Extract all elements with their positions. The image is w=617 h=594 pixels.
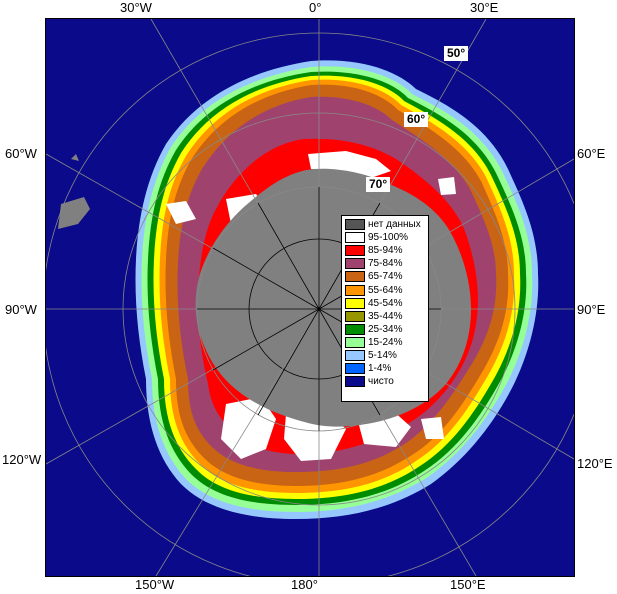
land-patagonia	[58, 197, 90, 229]
legend-item: 1-4%	[345, 362, 425, 375]
lon-label-60e: 60°E	[577, 146, 606, 161]
legend-label: 85-94%	[368, 245, 403, 257]
lon-label-120e: 120°E	[577, 456, 613, 471]
legend-item: 55-64%	[345, 283, 425, 296]
lon-label-90e: 90°E	[577, 302, 606, 317]
lon-label-150w: 150°W	[135, 577, 175, 592]
legend-item: нет данных	[345, 218, 425, 231]
legend-item: 65-74%	[345, 270, 425, 283]
ice-95-100-patch	[221, 397, 276, 459]
legend-item: чисто	[345, 375, 425, 388]
legend-swatch	[345, 376, 365, 388]
legend-item: 15-24%	[345, 336, 425, 349]
lon-label-30e: 30°E	[470, 0, 499, 15]
legend-swatch	[345, 232, 365, 244]
legend-swatch	[345, 297, 365, 309]
legend-label: 75-84%	[368, 258, 403, 270]
lon-label-30w: 30°W	[120, 0, 152, 15]
legend-label: 15-24%	[368, 336, 403, 348]
sea-ice-map: 50° 60° 70°	[45, 18, 575, 577]
legend-item: 95-100%	[345, 231, 425, 244]
lat-label-50: 50°	[444, 46, 469, 61]
land-fragment	[71, 154, 79, 161]
lon-label-150e: 150°E	[450, 577, 486, 592]
ice-95-100-patch	[308, 151, 391, 179]
legend-label: 65-74%	[368, 271, 403, 283]
sea-ice-map-canvas	[46, 19, 574, 576]
legend-label: 45-54%	[368, 297, 403, 309]
legend-label: 25-34%	[368, 323, 403, 335]
legend-item: 75-84%	[345, 257, 425, 270]
legend-label: чисто	[368, 376, 394, 388]
legend-swatch	[345, 349, 365, 361]
legend-label: 5-14%	[368, 349, 397, 361]
legend-item: 5-14%	[345, 349, 425, 362]
lon-label-90w: 90°W	[5, 302, 37, 317]
legend-swatch	[345, 271, 365, 283]
legend-label: 35-44%	[368, 310, 403, 322]
ice-concentration-legend: нет данных 95-100% 85-94% 75-84% 65-74% 55-64…	[341, 215, 429, 402]
ice-95-100-patch	[421, 417, 444, 439]
legend-item: 35-44%	[345, 310, 425, 323]
lat-label-70: 70°	[366, 177, 391, 192]
lon-label-60w: 60°W	[5, 146, 37, 161]
legend-swatch	[345, 336, 365, 348]
legend-swatch	[345, 245, 365, 257]
legend-swatch	[345, 219, 365, 231]
legend-label: нет данных	[368, 219, 421, 231]
legend-swatch	[345, 310, 365, 322]
legend-swatch	[345, 363, 365, 375]
lon-label-180: 180°	[291, 577, 318, 592]
lon-label-0: 0°	[309, 0, 322, 15]
ice-95-100-patch	[438, 177, 456, 195]
legend-item: 25-34%	[345, 323, 425, 336]
legend-label: 55-64%	[368, 284, 403, 296]
lat-label-60: 60°	[404, 112, 429, 127]
legend-label: 1-4%	[368, 363, 392, 375]
legend-item: 85-94%	[345, 244, 425, 257]
legend-item: 45-54%	[345, 297, 425, 310]
legend-swatch	[345, 284, 365, 296]
legend-swatch	[345, 258, 365, 270]
ice-95-100-patch	[166, 201, 196, 224]
meridian-150w	[155, 308, 320, 576]
legend-label: 95-100%	[368, 232, 409, 244]
legend-swatch	[345, 323, 365, 335]
lon-label-120w: 120°W	[2, 452, 42, 467]
